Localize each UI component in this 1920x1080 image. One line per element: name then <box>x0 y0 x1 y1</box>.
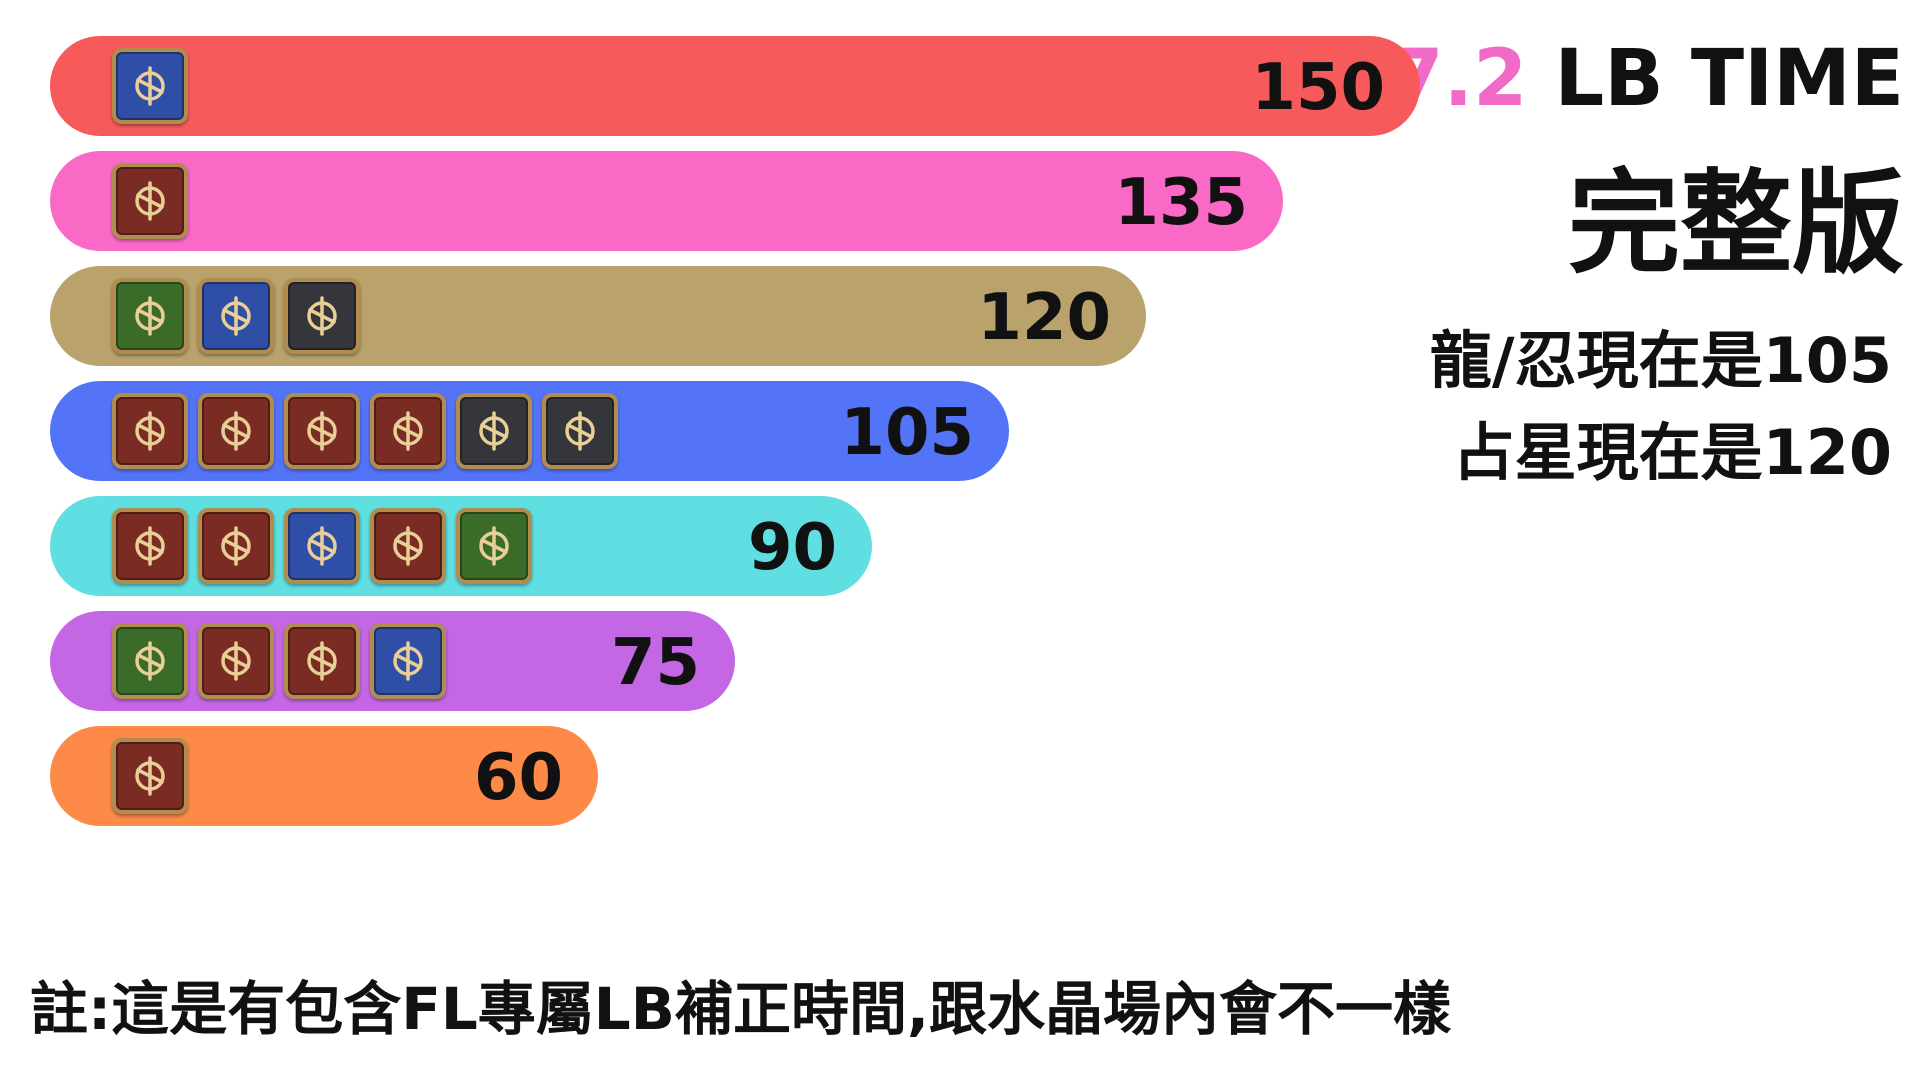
title-text: LB TIME <box>1527 34 1904 124</box>
chart-subtitle: 完整版 <box>1568 159 1904 289</box>
job-icon-group <box>112 163 188 239</box>
bar-value-label: 75 <box>610 626 700 700</box>
chart-title: 7.2 LB TIME <box>1389 40 1904 118</box>
bar-135 <box>50 151 1283 251</box>
bar-150 <box>50 36 1420 136</box>
black-mage-icon <box>112 163 188 239</box>
red-mage-icon <box>112 508 188 584</box>
machinist-icon <box>284 278 360 354</box>
astrologian-icon <box>112 738 188 814</box>
samurai-icon <box>112 393 188 469</box>
job-icon-group <box>112 48 188 124</box>
reaper-icon <box>456 393 532 469</box>
bar-value-label: 105 <box>840 396 974 470</box>
bar-value-label: 135 <box>1114 166 1248 240</box>
footnote: 註:這是有包含FL專屬LB補正時間,跟水晶場內會不一樣 <box>30 975 1451 1043</box>
dragoon-icon <box>370 508 446 584</box>
gunbreaker-icon <box>370 623 446 699</box>
note-dragoon-ninja: 龍/忍現在是105 <box>1429 324 1892 397</box>
note-astrologian: 占星現在是120 <box>1452 416 1892 489</box>
bar-value-label: 60 <box>473 741 563 815</box>
shield-icon <box>198 278 274 354</box>
ninja-icon <box>542 393 618 469</box>
bar-value-label: 90 <box>747 511 837 585</box>
viper-icon <box>370 393 446 469</box>
pictomancer-icon <box>198 623 274 699</box>
scholar-icon <box>456 508 532 584</box>
dancer-icon <box>198 508 274 584</box>
job-icon-group <box>112 623 446 699</box>
job-icon-group <box>112 393 618 469</box>
summoner-icon <box>198 393 274 469</box>
sage-icon <box>112 278 188 354</box>
job-icon-group <box>112 738 188 814</box>
job-icon-group <box>112 278 360 354</box>
monk-icon <box>284 623 360 699</box>
bar-value-label: 150 <box>1251 51 1385 125</box>
bar-value-label: 120 <box>977 281 1111 355</box>
warrior-icon <box>284 508 360 584</box>
bard-icon <box>284 393 360 469</box>
white-mage-icon <box>112 623 188 699</box>
job-icon-group <box>112 508 532 584</box>
paladin-icon <box>112 48 188 124</box>
